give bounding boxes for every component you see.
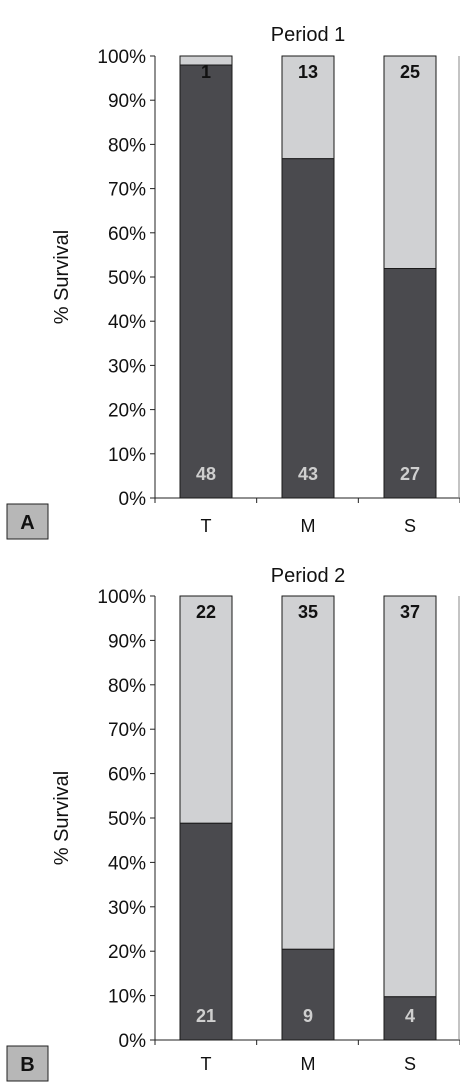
data-label: 27 (400, 464, 420, 484)
bar-dark-segment (281, 948, 335, 1041)
y-tick-label: 0% (119, 1031, 147, 1052)
y-tick-label: 100% (97, 47, 146, 68)
y-tick-label: 60% (108, 224, 146, 245)
data-label: 13 (298, 62, 318, 82)
y-tick-label: 10% (108, 987, 146, 1008)
chart-title: Period 1 (271, 24, 346, 46)
data-label: 25 (400, 62, 420, 82)
y-tick-label: 20% (108, 942, 146, 963)
x-tick-label: M (301, 1054, 316, 1074)
data-label: 9 (303, 1006, 313, 1026)
y-tick-label: 30% (108, 356, 146, 377)
data-label: 22 (196, 602, 216, 622)
y-tick-label: 100% (97, 587, 146, 608)
y-tick-label: 0% (119, 489, 147, 510)
bar-light-segment (179, 55, 233, 66)
x-tick-label: S (404, 516, 416, 536)
y-tick-label: 20% (108, 401, 146, 422)
panel-label-box (6, 1045, 49, 1082)
y-tick-label: 10% (108, 445, 146, 466)
bar-light-segment (281, 55, 335, 160)
data-label: 35 (298, 602, 318, 622)
y-tick-label: 50% (108, 268, 146, 289)
y-axis-label: % Survival (51, 230, 73, 324)
x-tick-label: S (404, 1054, 416, 1074)
y-tick-label: 60% (108, 765, 146, 786)
panel-label: A (20, 512, 34, 534)
data-label: 43 (298, 464, 318, 484)
y-tick-label: 40% (108, 312, 146, 333)
y-tick-label: 30% (108, 898, 146, 919)
y-tick-label: 50% (108, 809, 146, 830)
bar-dark-segment (179, 822, 233, 1041)
bar-dark-segment (179, 64, 233, 499)
y-tick-label: 90% (108, 91, 146, 112)
bar-dark-segment (383, 268, 437, 499)
x-tick-label: M (301, 516, 316, 536)
y-tick-label: 40% (108, 853, 146, 874)
panel-label: B (20, 1054, 34, 1076)
bar-light-segment (383, 55, 437, 269)
bar-light-segment (281, 595, 335, 950)
panel-label-box (6, 503, 49, 540)
data-label: 48 (196, 464, 216, 484)
x-tick-label: T (201, 516, 212, 536)
data-label: 4 (405, 1006, 415, 1026)
data-label: 21 (196, 1006, 216, 1026)
y-tick-label: 70% (108, 180, 146, 201)
y-tick-label: 70% (108, 720, 146, 741)
y-tick-label: 80% (108, 135, 146, 156)
bar-light-segment (179, 595, 233, 824)
y-axis-label: % Survival (51, 771, 73, 865)
bar-dark-segment (383, 996, 437, 1041)
data-label: 37 (400, 602, 420, 622)
y-tick-label: 80% (108, 676, 146, 697)
x-tick-label: T (201, 1054, 212, 1074)
y-tick-label: 90% (108, 631, 146, 652)
bar-light-segment (383, 595, 437, 998)
chart-title: Period 2 (271, 565, 346, 587)
data-label: 1 (201, 62, 211, 82)
bar-dark-segment (281, 158, 335, 499)
